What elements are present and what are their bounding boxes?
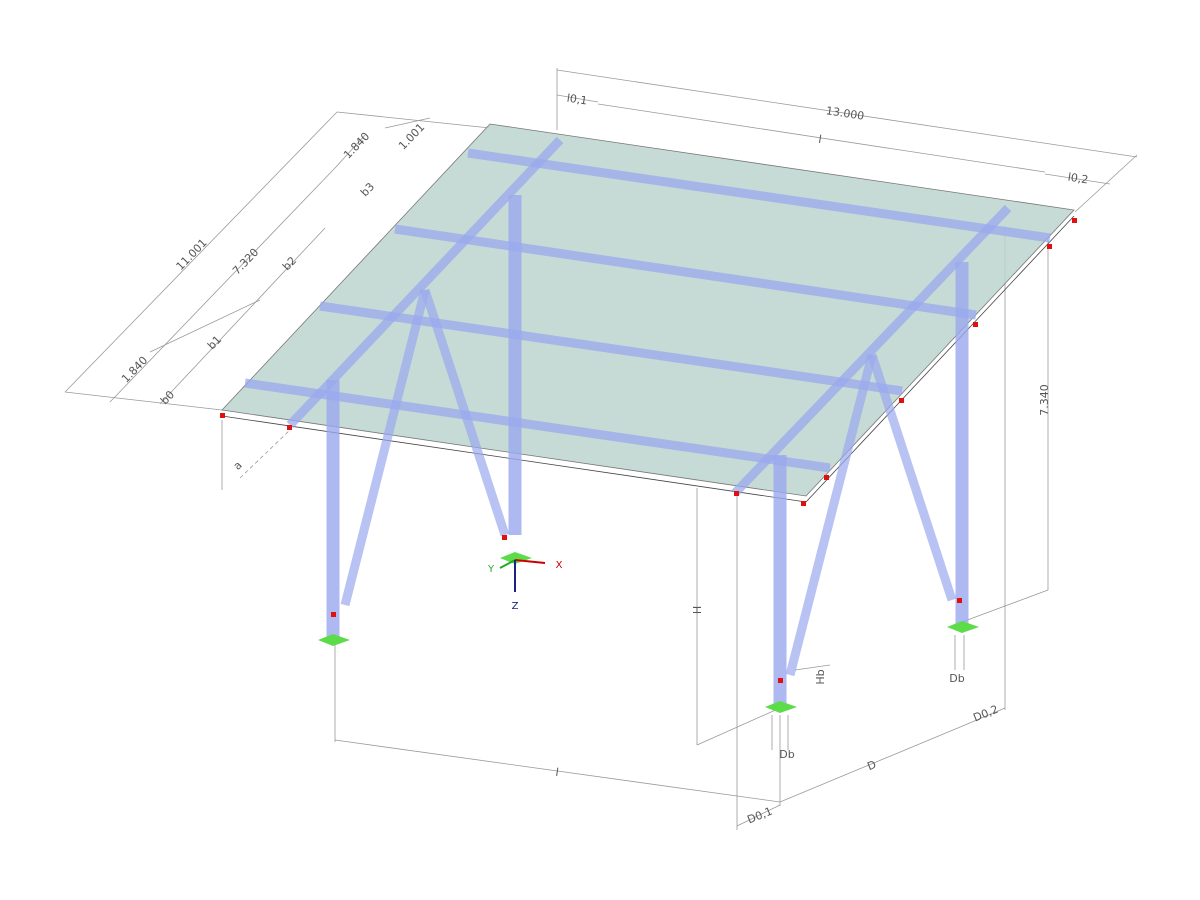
dimension-label: 13.000 (825, 104, 865, 123)
dimension-label: Db (949, 672, 964, 685)
axis-label: X (556, 560, 563, 571)
dimension-label: 1.840 (341, 130, 372, 162)
dimension-label: b1 (205, 333, 224, 352)
dimension-label: b3 (358, 180, 377, 199)
coordinate-axes: X Y Z (487, 559, 563, 612)
dimension-label: D0,1 (745, 805, 774, 827)
supports (220, 218, 1077, 713)
dimension-label: l0,1 (566, 92, 588, 108)
dimension-label: 11.001 (174, 236, 210, 273)
columns (326, 195, 969, 705)
dimension-lines (64, 68, 1138, 830)
dimension-label: D0,2 (971, 703, 1000, 725)
dimension-label: l0,2 (1067, 171, 1089, 187)
beams (244, 136, 1051, 497)
dimension-label: a (231, 459, 245, 473)
dimension-label: 7.340 (1038, 384, 1051, 416)
axis-label: Y (487, 564, 495, 575)
axis-label: Z (512, 601, 519, 612)
dimension-label: 1.001 (396, 121, 427, 153)
dimension-label: l (818, 133, 823, 146)
dimension-label: 1.840 (119, 354, 150, 386)
dimension-label: l (555, 766, 560, 779)
dimension-label: Db (779, 748, 794, 761)
dimension-label: D (865, 758, 878, 773)
dimension-label: H (691, 606, 704, 614)
dimension-label: b2 (280, 254, 299, 273)
dimension-label: Hb (814, 669, 827, 684)
dimension-label: 7.320 (230, 246, 261, 278)
